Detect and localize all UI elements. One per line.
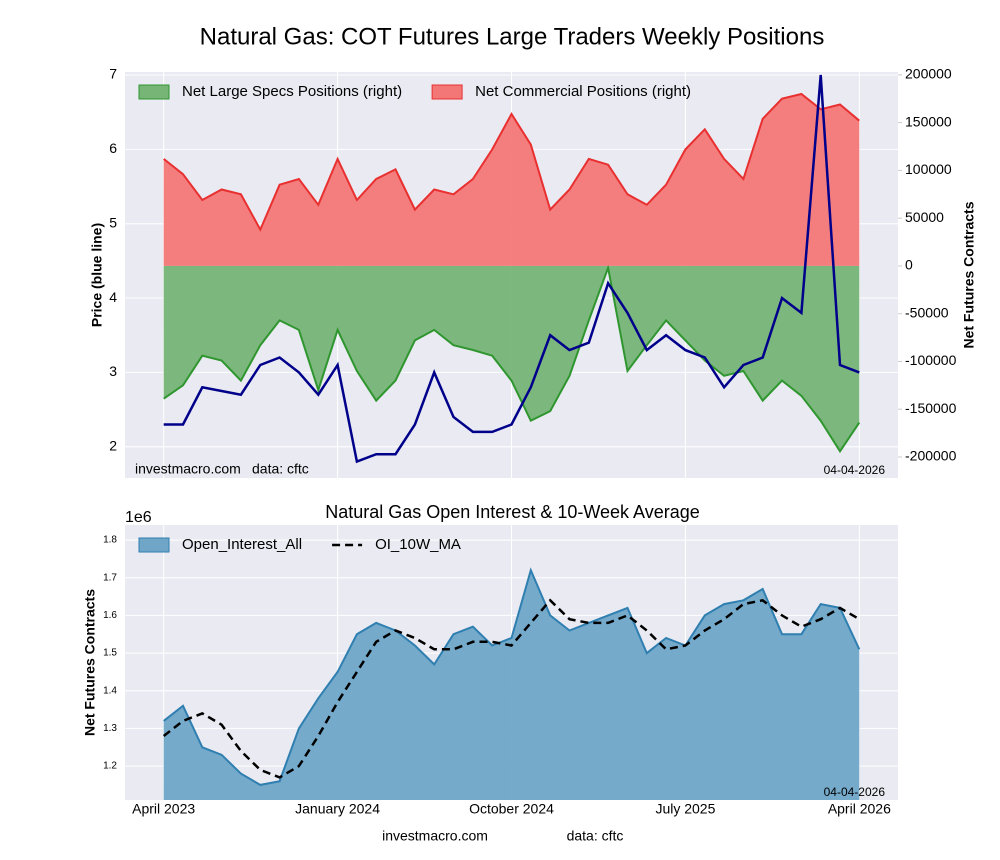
- y2-axis-label: Net Futures Contracts: [961, 201, 977, 348]
- y-tick-label: 5: [109, 214, 117, 230]
- y-tick-label: 1.6: [103, 610, 117, 621]
- area-edge: [163, 567, 861, 786]
- x-tick-label: July 2025: [655, 801, 715, 817]
- y-tick-label: 1.2: [103, 761, 117, 772]
- legend-label: Open_Interest_All: [182, 536, 302, 553]
- annotation-source: data: cftc: [252, 461, 309, 477]
- y-axis-label: Price (blue line): [89, 223, 105, 327]
- y2-tick-label: 50000: [905, 209, 944, 225]
- legend-label: Net Large Specs Positions (right): [182, 83, 402, 100]
- annotation-date: 04-04-2026: [824, 785, 886, 799]
- y2-tick-label: -100000: [905, 352, 957, 368]
- legend-swatch: [138, 84, 170, 100]
- y-tick-label: 7: [109, 66, 117, 82]
- y2-tick-label: 100000: [905, 161, 952, 177]
- x-tick-label: January 2024: [295, 801, 380, 817]
- y2-tick-label: 200000: [905, 66, 952, 82]
- y-tick-label: 3: [109, 363, 117, 379]
- y2-tick-label: 150000: [905, 113, 952, 129]
- area: [163, 570, 860, 800]
- area: [163, 265, 860, 452]
- y2-tick-label: -50000: [905, 304, 949, 320]
- y-tick-label: 4: [109, 289, 117, 305]
- y2-tick-label: -200000: [905, 448, 957, 464]
- y-tick-label: 1.8: [103, 535, 117, 546]
- y-offset-label: 1e6: [125, 509, 152, 526]
- x-tick-label: October 2024: [469, 801, 554, 817]
- y2-tick-label: -150000: [905, 400, 957, 416]
- area-edge: [163, 92, 860, 232]
- y-tick-label: 1.4: [103, 685, 117, 696]
- y2-tick-label: 0: [905, 257, 913, 273]
- y-tick-label: 2: [109, 437, 117, 453]
- y-tick-label: 6: [109, 140, 117, 156]
- y-axis-label: Net Futures Contracts: [82, 589, 98, 736]
- line: [162, 598, 860, 779]
- y-tick-label: 1.5: [103, 648, 117, 659]
- area: [163, 94, 860, 266]
- line: [163, 74, 860, 464]
- legend-swatch: [431, 84, 463, 100]
- footer-site: investmacro.com: [382, 828, 488, 844]
- y-tick-label: 1.3: [103, 723, 117, 734]
- x-tick-label: April 2023: [132, 801, 195, 817]
- chart-title: Natural Gas Open Interest & 10-Week Aver…: [325, 502, 700, 522]
- legend-label: Net Commercial Positions (right): [475, 83, 691, 100]
- x-tick-label: April 2026: [828, 801, 891, 817]
- footer-source: data: cftc: [567, 828, 624, 844]
- annotation-date: 04-04-2026: [824, 463, 886, 477]
- annotation-site: investmacro.com: [135, 461, 241, 477]
- y-tick-label: 1.7: [103, 572, 117, 583]
- legend-swatch: [138, 537, 170, 553]
- area-edge: [163, 264, 861, 454]
- legend-label: OI_10W_MA: [375, 536, 461, 553]
- page-title: Natural Gas: COT Futures Large Traders W…: [200, 23, 825, 50]
